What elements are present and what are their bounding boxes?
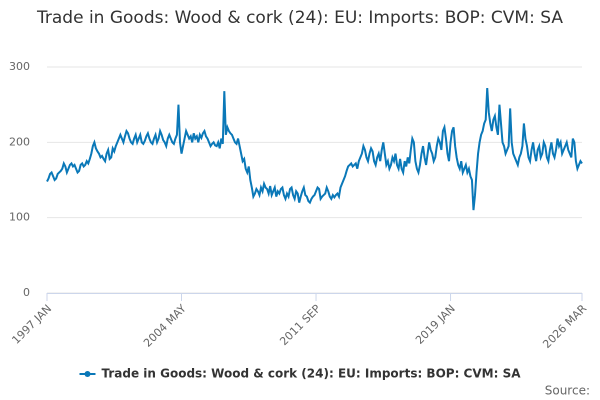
x-tick-label: 2026 MAR	[540, 302, 589, 351]
data-line	[46, 88, 583, 211]
x-tick-label: 2019 JAN	[413, 302, 458, 347]
y-tick-label: 200	[9, 135, 30, 148]
x-tick-label: 1997 JAN	[9, 302, 54, 347]
x-tick-label: 2011 SEP	[277, 302, 323, 348]
chart-title: Trade in Goods: Wood & cork (24): EU: Im…	[37, 8, 563, 28]
y-tick-label: 0	[23, 286, 30, 299]
y-tick-label: 300	[9, 60, 30, 73]
x-tick-label: 2004 MAY	[141, 302, 189, 350]
legend-label: Trade in Goods: Wood & cork (24): EU: Im…	[101, 367, 521, 381]
source-label: Source:	[545, 384, 590, 398]
y-tick-label: 100	[9, 211, 30, 224]
legend-marker	[84, 371, 91, 377]
